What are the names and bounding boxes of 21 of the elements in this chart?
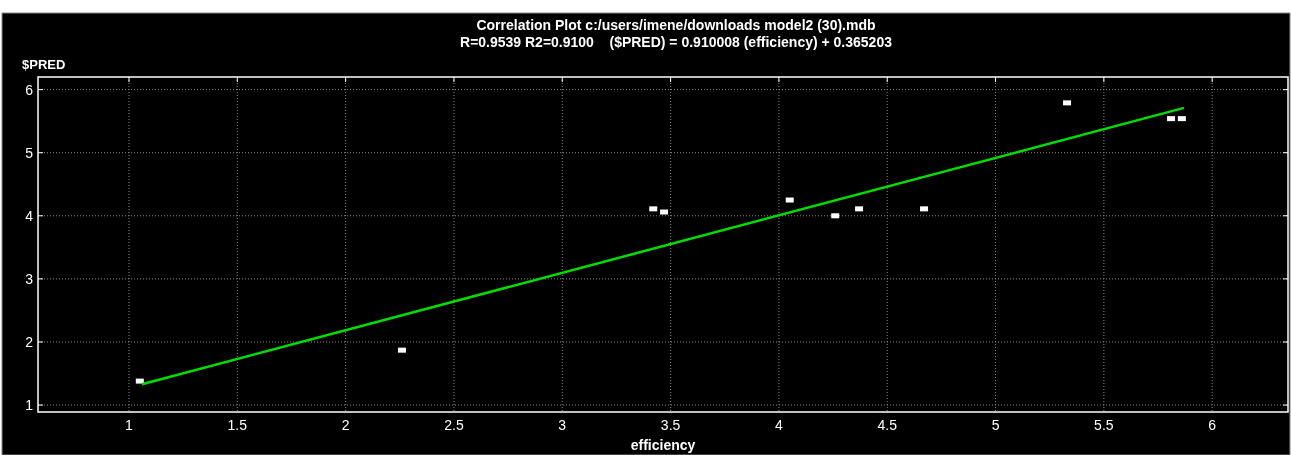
x-tick-label: 5 (991, 417, 1000, 433)
x-tick-label: 3.5 (660, 417, 681, 433)
x-axis-title: efficiency (630, 437, 696, 453)
x-tick-label: 5.5 (1094, 417, 1114, 433)
x-tick-label: 2 (341, 417, 350, 433)
chart-title: Correlation Plot c:/users/imene/downloads model2 (30).mdb (476, 17, 876, 33)
x-tick-label: 2.5 (444, 417, 464, 433)
x-tick-label: 6 (1208, 417, 1217, 433)
y-tick-label: 2 (25, 333, 34, 350)
x-tick-label: 4 (775, 417, 783, 433)
x-tick-label: 3 (558, 417, 567, 433)
x-tick-label: 4.5 (877, 417, 898, 433)
y-tick-label: 1 (25, 397, 34, 414)
y-tick-label: 4 (25, 207, 34, 224)
y-axis-title: $PRED (22, 57, 66, 72)
y-tick-label: 5 (25, 144, 34, 161)
y-tick-label: 6 (25, 81, 34, 98)
x-tick-label: 1.5 (227, 417, 248, 433)
x-tick-label: 1 (125, 417, 134, 433)
chart-subtitle: R=0.9539 R2=0.9100 ($PRED) = 0.910008 (efficiency) + 0.365203 (460, 34, 893, 50)
y-tick-label: 3 (25, 270, 34, 287)
